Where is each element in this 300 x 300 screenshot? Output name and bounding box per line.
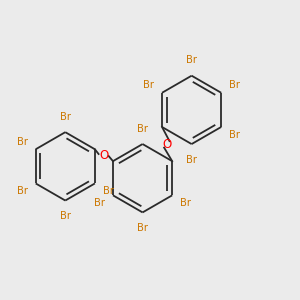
Text: Br: Br	[229, 130, 240, 140]
Text: Br: Br	[186, 154, 197, 164]
Text: Br: Br	[17, 186, 28, 196]
Text: Br: Br	[103, 186, 114, 196]
Text: Br: Br	[180, 198, 191, 208]
Text: Br: Br	[60, 112, 71, 122]
Text: O: O	[99, 149, 109, 162]
Text: O: O	[163, 138, 172, 151]
Text: Br: Br	[186, 55, 197, 65]
Text: Br: Br	[137, 223, 148, 233]
Text: Br: Br	[143, 80, 154, 90]
Text: Br: Br	[60, 211, 71, 221]
Text: Br: Br	[94, 198, 105, 208]
Text: Br: Br	[137, 124, 148, 134]
Text: Br: Br	[229, 80, 240, 90]
Text: Br: Br	[17, 136, 28, 146]
